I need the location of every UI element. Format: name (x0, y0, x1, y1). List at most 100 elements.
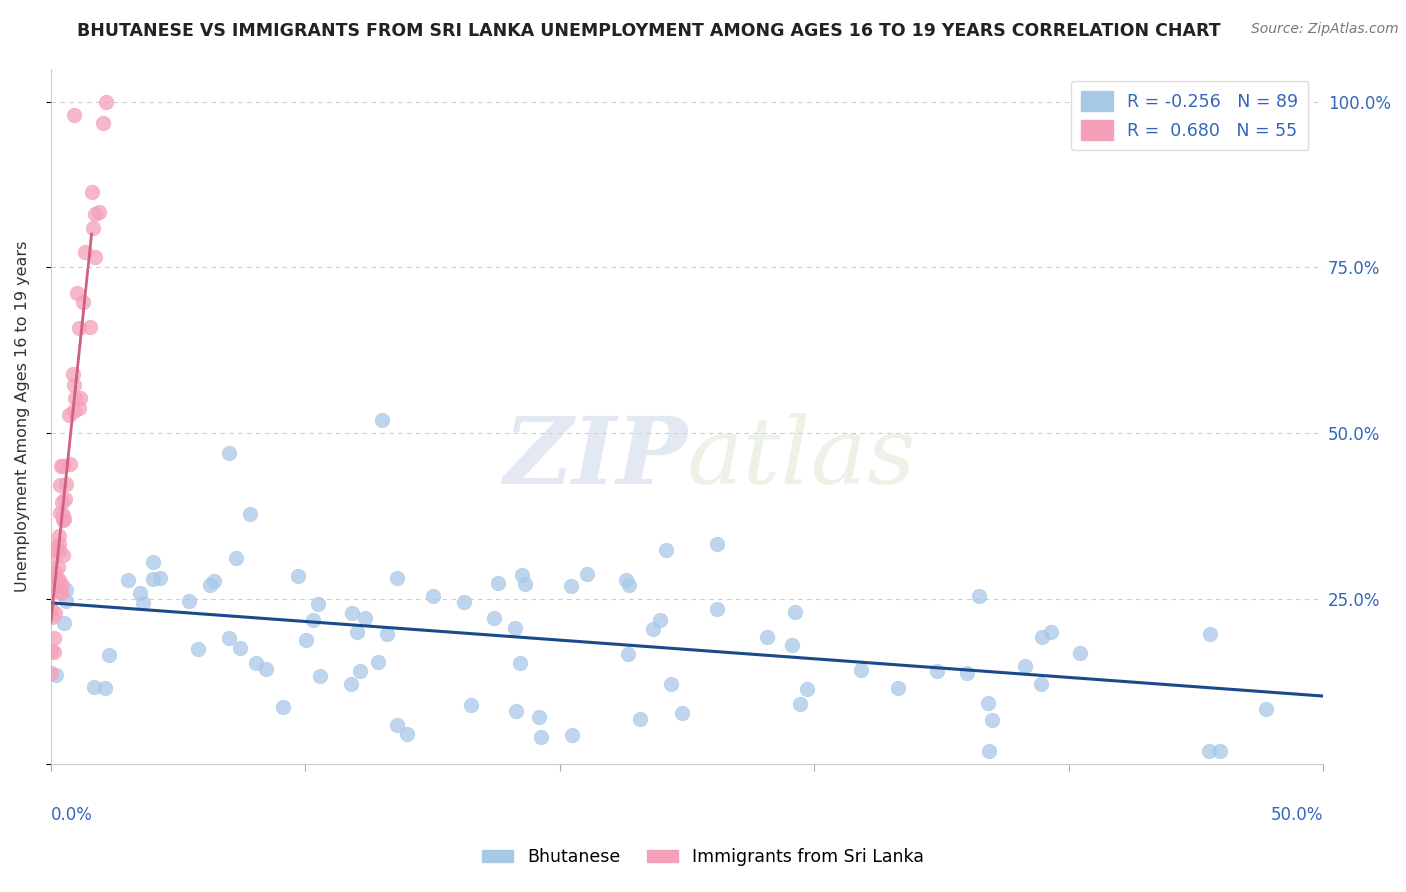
Point (486, 575, 509, 590)
Point (969, 589, 991, 603)
Point (1198, 744, 1220, 758)
Point (661, 677, 683, 691)
Point (63, 392, 86, 406)
Y-axis label: Unemployment Among Ages 16 to 19 years: Unemployment Among Ages 16 to 19 years (15, 241, 30, 592)
Point (204, 574, 226, 588)
Point (706, 602, 728, 616)
Text: 50.0%: 50.0% (1271, 806, 1323, 824)
Point (67, 320, 90, 334)
Point (927, 665, 949, 679)
Point (453, 594, 475, 608)
Point (1199, 626, 1222, 640)
Point (41, 610, 63, 624)
Point (42, 632, 65, 646)
Point (49, 478, 72, 492)
Point (132, 596, 155, 610)
Point (671, 706, 693, 720)
Point (69, 391, 91, 405)
Point (575, 566, 598, 581)
Point (142, 572, 165, 586)
Point (245, 657, 267, 671)
Point (785, 606, 807, 620)
Point (83, 207, 105, 221)
Point (956, 665, 979, 680)
Point (789, 697, 811, 711)
Point (117, 573, 139, 587)
Point (83, 680, 105, 694)
Point (527, 710, 550, 724)
Point (55, 477, 77, 491)
Point (342, 606, 364, 620)
Point (796, 682, 818, 697)
Point (55, 582, 77, 597)
Point (149, 571, 172, 585)
Point (1069, 646, 1091, 660)
Point (52, 459, 75, 474)
Point (349, 665, 371, 679)
Legend: Bhutanese, Immigrants from Sri Lanka: Bhutanese, Immigrants from Sri Lanka (475, 841, 931, 872)
Point (780, 638, 803, 652)
Text: Source: ZipAtlas.com: Source: ZipAtlas.com (1251, 22, 1399, 37)
Point (505, 621, 527, 635)
Point (62, 367, 84, 381)
Point (79, 319, 101, 334)
Point (422, 589, 444, 603)
Point (51, 495, 73, 509)
Point (980, 714, 1002, 728)
Point (655, 543, 678, 558)
Point (53, 512, 76, 526)
Point (1031, 630, 1053, 644)
Point (977, 697, 1000, 711)
Point (641, 622, 664, 636)
Point (346, 624, 368, 639)
Point (82, 221, 104, 235)
Point (44, 606, 66, 620)
Point (45, 668, 67, 682)
Point (129, 586, 152, 600)
Point (91, 116, 114, 130)
Point (505, 704, 527, 718)
Point (52, 549, 75, 563)
Point (42, 645, 65, 659)
Point (198, 578, 221, 592)
Point (44, 577, 66, 591)
Point (49, 585, 72, 599)
Point (1208, 744, 1230, 758)
Point (45, 542, 67, 557)
Point (63, 403, 86, 417)
Point (509, 656, 531, 670)
Point (177, 594, 200, 608)
Point (385, 717, 408, 731)
Legend: R = -0.256   N = 89, R =  0.680   N = 55: R = -0.256 N = 89, R = 0.680 N = 55 (1071, 80, 1308, 150)
Point (1039, 624, 1062, 639)
Point (48, 537, 70, 551)
Point (307, 598, 329, 612)
Point (530, 730, 553, 744)
Point (370, 413, 392, 427)
Point (94, 681, 117, 696)
Point (354, 611, 377, 625)
Point (142, 555, 165, 569)
Point (51, 508, 73, 523)
Point (218, 631, 240, 645)
Point (887, 681, 910, 696)
Point (619, 578, 641, 592)
Point (560, 579, 582, 593)
Point (66, 286, 89, 301)
Point (51, 578, 73, 592)
Point (1254, 702, 1277, 716)
Point (89, 204, 111, 219)
Text: BHUTANESE VS IMMIGRANTS FROM SRI LANKA UNEMPLOYMENT AMONG AGES 16 TO 19 YEARS CO: BHUTANESE VS IMMIGRANTS FROM SRI LANKA U… (77, 22, 1220, 40)
Point (80, 185, 103, 199)
Point (48, 560, 70, 574)
Point (239, 507, 262, 521)
Point (229, 641, 252, 656)
Point (187, 642, 209, 657)
Point (62, 377, 84, 392)
Point (84, 250, 107, 264)
Point (39, 602, 62, 616)
Point (48, 529, 70, 543)
Point (309, 669, 332, 683)
Point (218, 446, 240, 460)
Point (225, 551, 247, 566)
